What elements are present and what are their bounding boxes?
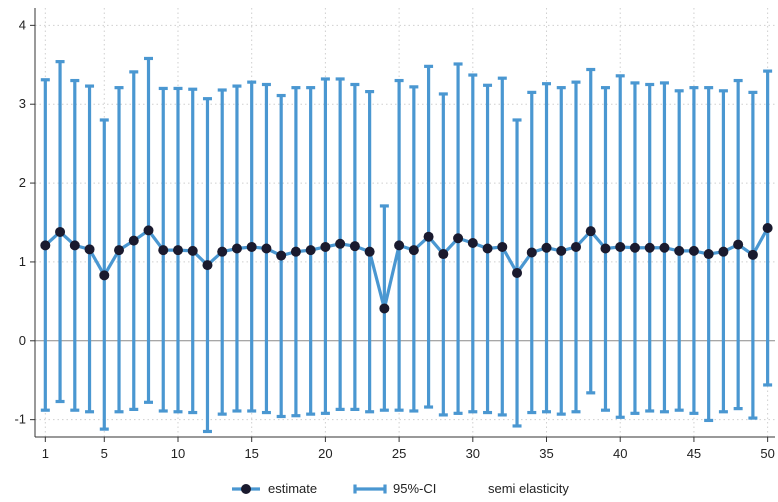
estimate-point: [246, 241, 257, 252]
estimate-point: [276, 250, 287, 261]
x-tick-label: 10: [171, 446, 185, 461]
estimate-line: [44, 227, 770, 311]
estimate-point: [541, 242, 552, 253]
y-tick-label: 4: [19, 17, 26, 32]
estimate-point: [290, 246, 301, 257]
x-tick-label: 25: [392, 446, 406, 461]
y-tick-label: 3: [19, 96, 26, 111]
estimate-point: [629, 242, 640, 253]
estimate-point: [659, 242, 670, 253]
estimate-point: [143, 225, 154, 236]
x-tick-label: 35: [539, 446, 553, 461]
estimate-point: [99, 270, 110, 281]
estimate-point: [172, 245, 183, 256]
estimate-point: [585, 226, 596, 237]
estimate-point: [600, 243, 611, 254]
estimate-point: [423, 231, 434, 242]
x-tick-label: 1: [42, 446, 49, 461]
estimate-point: [320, 241, 331, 252]
estimate-point: [408, 245, 419, 256]
estimate-point: [364, 246, 375, 257]
x-tick-label: 5: [101, 446, 108, 461]
estimate-point: [40, 240, 51, 251]
estimate-point: [762, 223, 773, 234]
estimate-point: [55, 226, 66, 237]
estimate-point: [497, 241, 508, 252]
legend-estimate-label: estimate: [268, 481, 317, 496]
estimate-point: [512, 267, 523, 278]
x-tick-label: 15: [244, 446, 258, 461]
estimate-point: [114, 245, 125, 256]
estimate-point: [69, 240, 80, 251]
estimate-point: [688, 245, 699, 256]
estimate-point: [556, 245, 567, 256]
estimate-point: [128, 235, 139, 246]
legend: estimate 95%-CI semi elasticity: [232, 481, 569, 496]
estimate-point: [747, 249, 758, 260]
estimate-point: [615, 241, 626, 252]
estimate-point: [84, 244, 95, 255]
x-tick-label: 30: [466, 446, 480, 461]
x-tick-label: 50: [760, 446, 774, 461]
x-tick-label: 40: [613, 446, 627, 461]
estimate-point: [305, 245, 316, 256]
estimate-point: [202, 260, 213, 271]
estimate-point: [217, 246, 228, 257]
estimate-point: [733, 239, 744, 250]
estimate-point: [394, 240, 405, 251]
estimate-point: [438, 249, 449, 260]
estimate-point: [718, 246, 729, 257]
estimate-point: [379, 303, 390, 314]
x-tick-label: 20: [318, 446, 332, 461]
y-tick-label: 1: [19, 254, 26, 269]
grid-layer: [35, 8, 775, 437]
estimate-point: [453, 233, 464, 244]
estimate-point: [335, 238, 346, 249]
y-tick-label: -1: [14, 412, 26, 427]
estimate-point: [570, 241, 581, 252]
estimate-point: [261, 243, 272, 254]
legend-estimate-marker: [241, 484, 251, 494]
estimate-point: [231, 243, 242, 254]
estimate-point: [526, 247, 537, 258]
estimate-point: [703, 249, 714, 260]
legend-semi-elasticity-label: semi elasticity: [488, 481, 569, 496]
legend-ci-label: 95%-CI: [393, 481, 436, 496]
estimate-point: [467, 238, 478, 249]
y-tick-label: 2: [19, 175, 26, 190]
estimate-point: [187, 245, 198, 256]
estimate-point: [674, 245, 685, 256]
x-tick-label: 45: [687, 446, 701, 461]
estimate-line-layer: [44, 227, 770, 311]
y-tick-label: 0: [19, 333, 26, 348]
estimate-point: [158, 245, 169, 256]
estimate-point: [349, 241, 360, 252]
estimate-point: [644, 242, 655, 253]
estimate-point: [482, 243, 493, 254]
estimate-points-layer: [40, 223, 773, 314]
